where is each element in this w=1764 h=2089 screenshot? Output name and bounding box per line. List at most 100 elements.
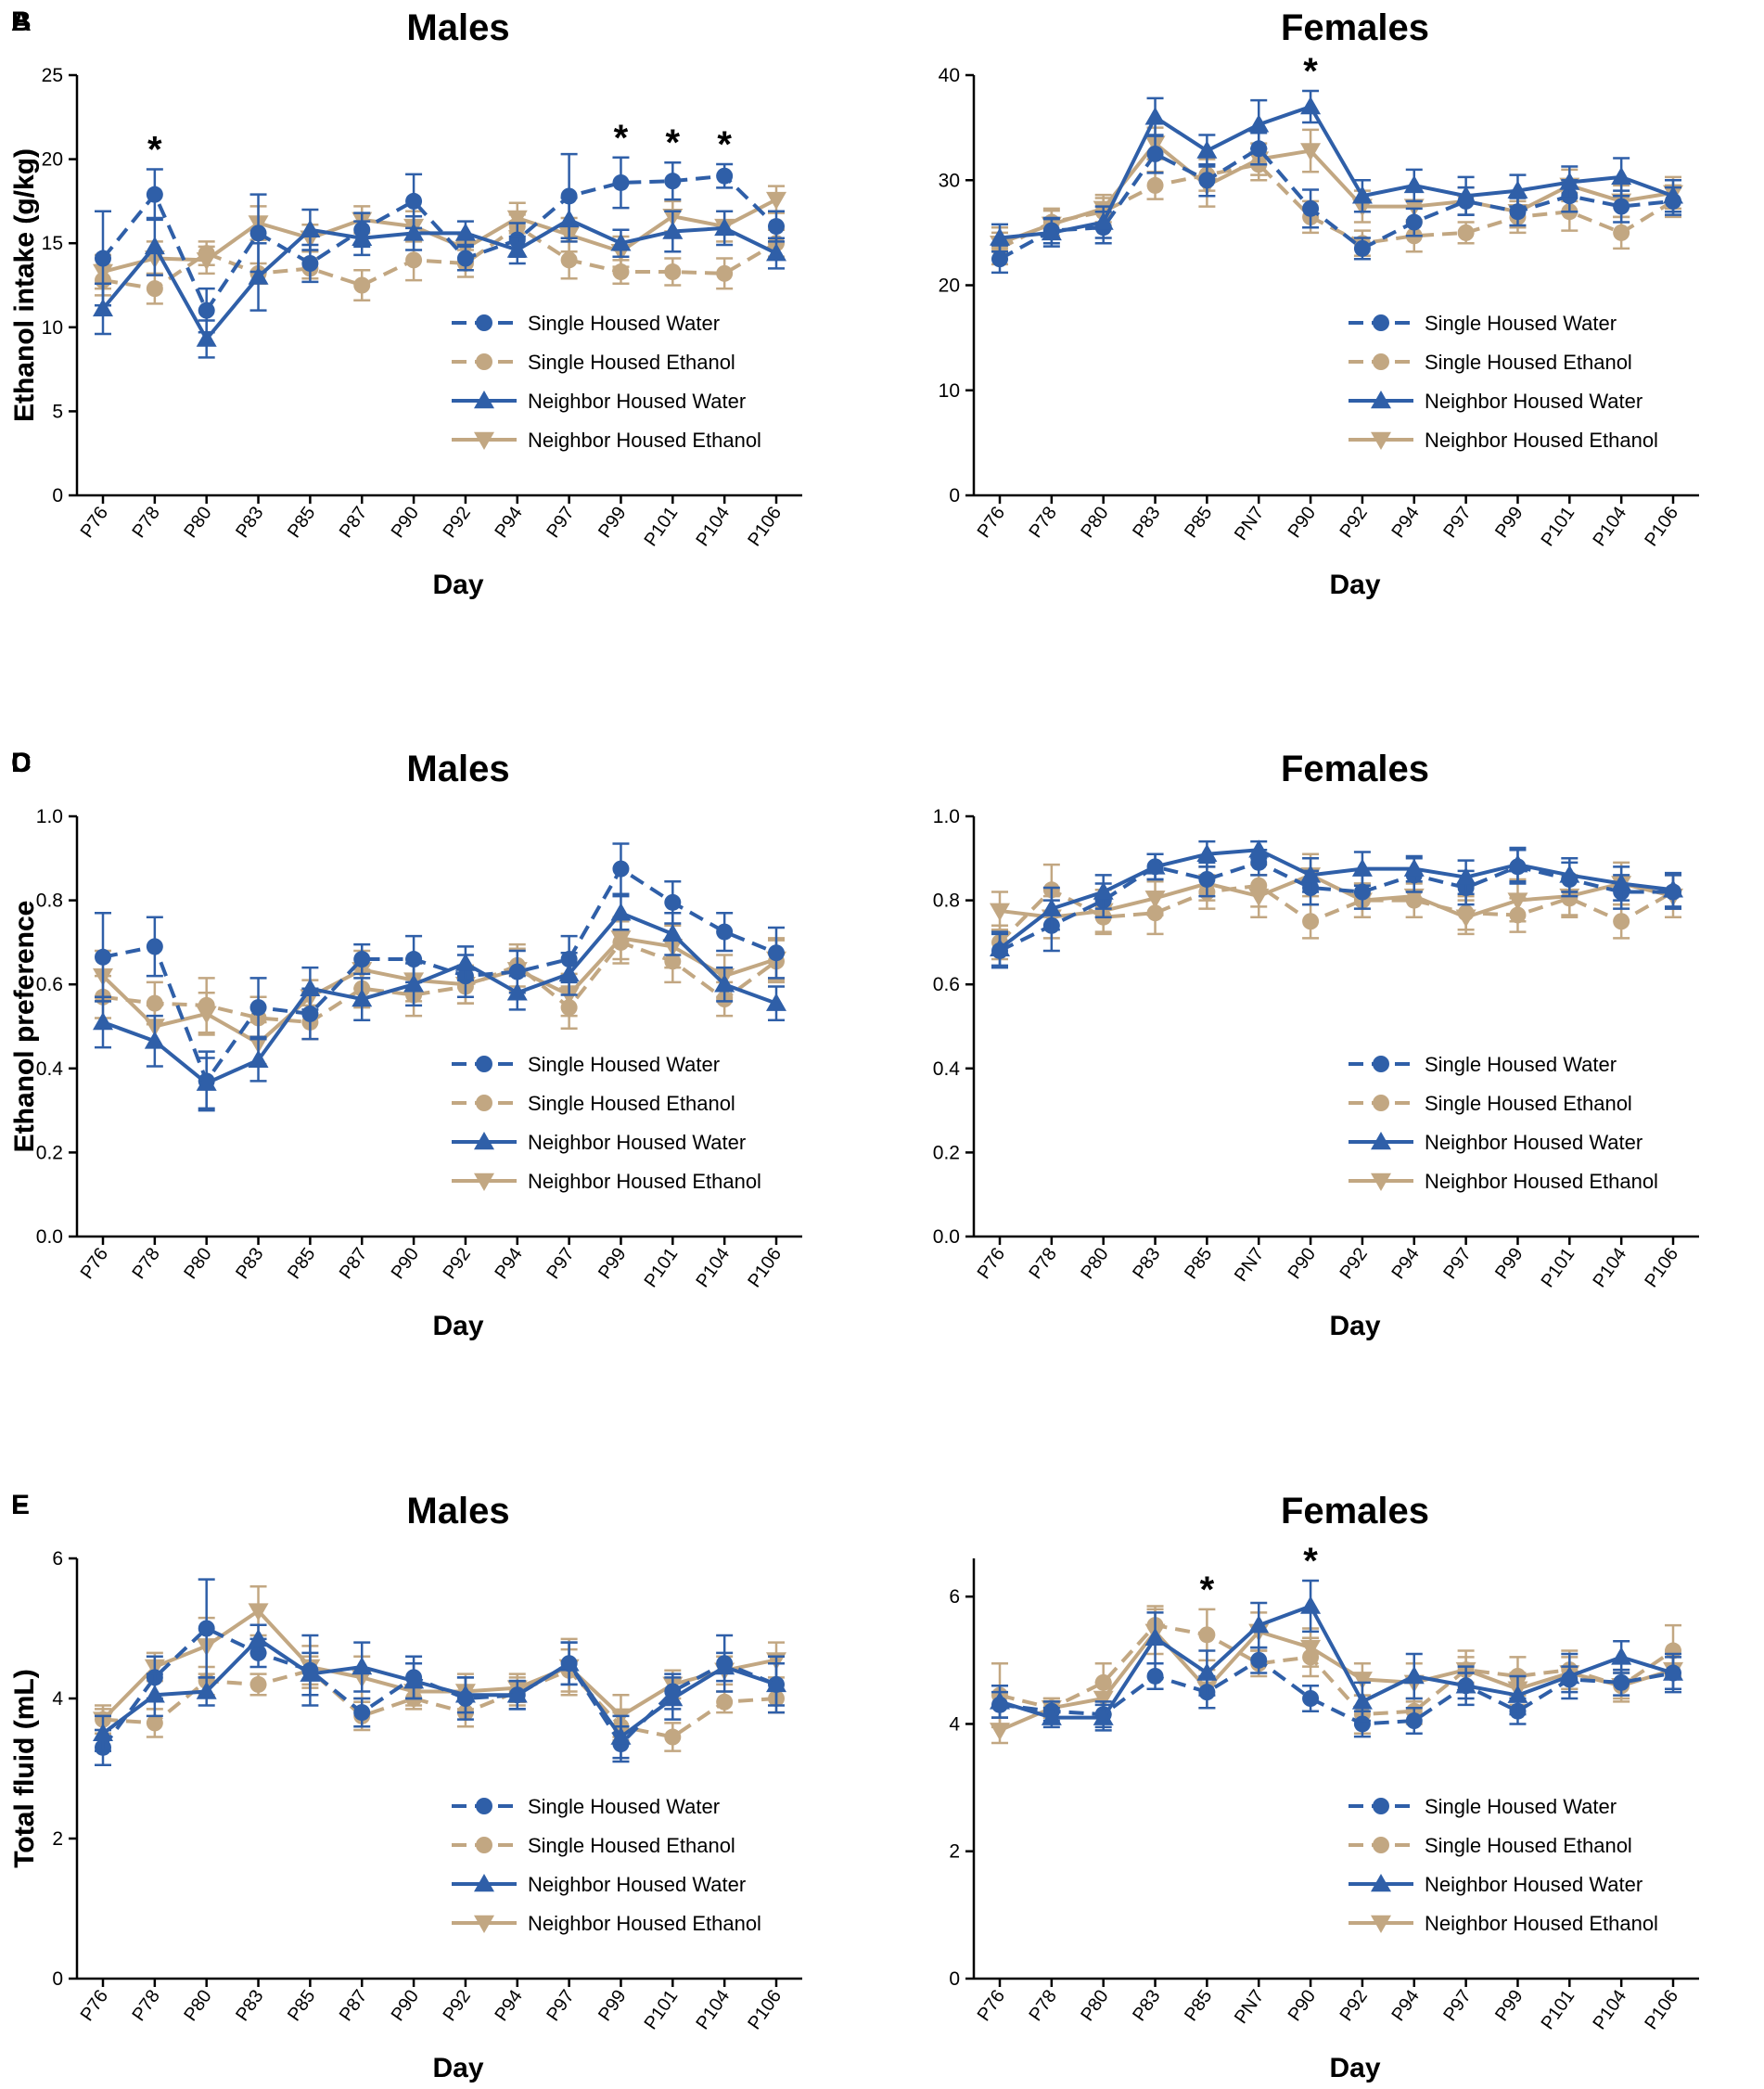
y-tick-label: 2: [52, 1828, 63, 1850]
data-point: [766, 1673, 786, 1693]
data-point: [1507, 854, 1528, 873]
series-neighbor-housed-ethanol: [990, 1608, 1683, 1745]
x-tick-label: P106: [1641, 503, 1682, 550]
x-tick-label: P94: [1387, 1244, 1423, 1283]
legend-marker: [474, 1915, 494, 1933]
data-point: [716, 1693, 734, 1711]
x-tick-label: P87: [336, 1986, 371, 2025]
x-tick-label: P78: [1026, 503, 1061, 542]
data-point: [196, 1681, 217, 1699]
x-tick-label: P90: [1285, 1986, 1320, 2025]
data-point: [301, 254, 319, 272]
series-line: [999, 147, 1674, 261]
data-point: [1144, 856, 1166, 875]
series-neighbor-housed-ethanol: [93, 1584, 786, 1738]
data-point: [1559, 865, 1580, 883]
panel-d: D Females 0.0 0.2 0.4 0.6 0.8 1.0 P76 P78 P80 P83 P8…: [9, 748, 1699, 1341]
data-point: [1507, 180, 1528, 199]
significance-star: *: [1200, 1570, 1215, 1610]
x-tick-label: P106: [744, 1986, 786, 2033]
panel-a: A Males 0 5 10 15 20 25 P76 P78 P80 P83 P85 P87 P90 P92…: [9, 6, 802, 600]
series-line: [101, 936, 777, 1045]
data-point: [1611, 873, 1632, 891]
data-point: [558, 1653, 580, 1672]
x-tick-label: P92: [440, 1244, 475, 1283]
data-point: [506, 239, 528, 258]
legend-marker: [1371, 1173, 1391, 1191]
data-point: [1613, 198, 1630, 215]
x-tick-label: P104: [1589, 1986, 1630, 2033]
data-point: [93, 1723, 113, 1741]
data-point: [196, 328, 217, 347]
data-point: [403, 1671, 425, 1689]
data-point: [610, 930, 632, 949]
x-tick-label: P80: [1077, 1244, 1112, 1283]
data-point: [146, 280, 163, 298]
data-point: [1196, 843, 1218, 863]
x-tick-label: P90: [1285, 1244, 1320, 1283]
x-tick-label: P106: [744, 1244, 786, 1291]
x-tick-label: P90: [388, 1986, 423, 2025]
data-point: [1196, 140, 1218, 159]
data-point: [1663, 879, 1683, 898]
series-line: [999, 1629, 1674, 1733]
legend: Single Housed Water Single Housed Ethanol…: [452, 1795, 761, 1935]
y-tick-label: 10: [939, 380, 960, 402]
data-point: [1248, 1615, 1270, 1634]
x-tick-label: P85: [1181, 1244, 1216, 1283]
x-tick-label: P94: [1387, 503, 1423, 542]
data-point: [610, 233, 632, 251]
x-tick-label: P80: [180, 1986, 215, 2025]
legend-label: Single Housed Ethanol: [528, 1834, 735, 1857]
legend-label: Single Housed Water: [1425, 312, 1617, 335]
data-point: [1248, 888, 1270, 907]
series-single-housed-ethanol: [95, 1647, 785, 1752]
data-point: [1405, 213, 1423, 231]
y-tick-label: 20: [42, 149, 63, 171]
data-point: [558, 209, 580, 228]
data-point: [353, 951, 371, 968]
x-tick-label: P92: [1336, 1244, 1372, 1283]
x-tick-label: P90: [388, 1244, 423, 1283]
data-point: [1457, 224, 1475, 241]
x-tick-label: P97: [543, 1986, 578, 2025]
legend-label: Neighbor Housed Ethanol: [1425, 1170, 1658, 1193]
y-tick-label: 30: [939, 170, 960, 191]
x-tick-label: P76: [974, 1244, 1009, 1283]
data-point: [990, 227, 1010, 246]
x-tick-label: P78: [129, 1244, 164, 1283]
data-point: [1663, 1662, 1683, 1681]
data-point: [664, 893, 682, 911]
data-point: [1300, 143, 1322, 161]
x-tick-label: P83: [232, 1244, 267, 1283]
series-neighbor-housed-water: [93, 1623, 786, 1760]
y-axis-label: Total fluid (mL): [9, 1669, 40, 1867]
x-tick-label: P80: [1077, 1986, 1112, 2025]
data-point: [300, 978, 321, 996]
x-tick-label: P94: [491, 1986, 526, 2025]
data-point: [1198, 1626, 1216, 1644]
data-point: [1351, 1672, 1373, 1690]
series-line: [999, 104, 1674, 240]
data-point: [991, 250, 1008, 268]
data-point: [196, 252, 217, 271]
significance-star: *: [1303, 51, 1318, 92]
data-point: [1613, 1673, 1630, 1691]
data-point: [146, 938, 163, 955]
data-point: [990, 938, 1010, 956]
legend-label: Neighbor Housed Water: [528, 1873, 746, 1896]
chart-title: Males: [406, 7, 509, 48]
x-tick-label: P99: [1491, 1244, 1527, 1283]
legend-marker: [1373, 1056, 1389, 1072]
data-point: [403, 974, 425, 993]
data-point: [198, 1620, 215, 1637]
panel-letter: C: [11, 748, 32, 778]
legend-label: Single Housed Ethanol: [1425, 1834, 1632, 1857]
y-axis-label: Total fluid (mL): [9, 1669, 40, 1867]
x-tick-label: P85: [284, 503, 319, 542]
data-point: [1403, 858, 1425, 877]
x-tick-label: P92: [1336, 1986, 1372, 2025]
data-point: [612, 860, 630, 878]
y-tick-label: 1.0: [933, 806, 960, 827]
data-point: [1405, 1712, 1423, 1730]
